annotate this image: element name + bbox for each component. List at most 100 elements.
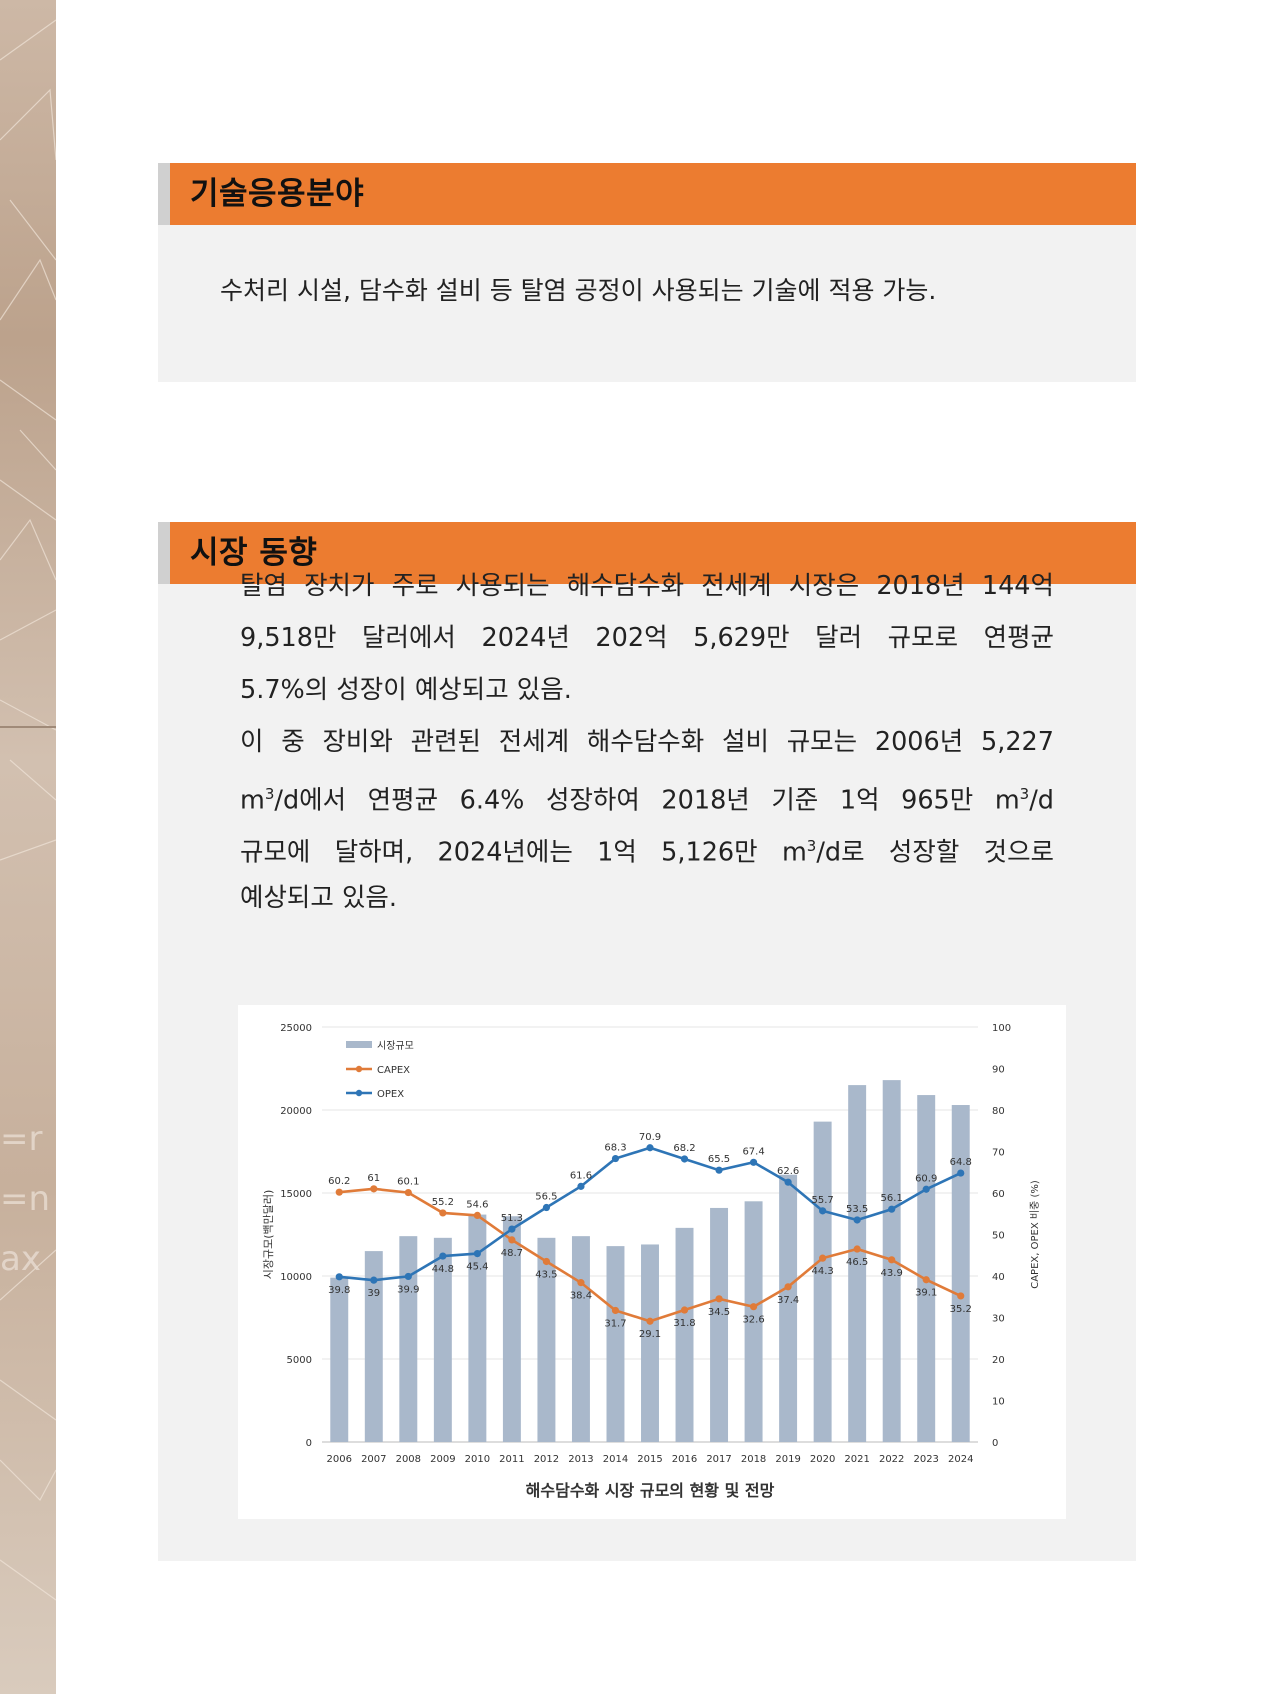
y2-tick-label: 0 <box>992 1438 998 1449</box>
x-tick-label: 2011 <box>499 1454 524 1465</box>
y2-tick-label: 30 <box>992 1314 1005 1325</box>
data-point-capex <box>888 1256 896 1264</box>
data-point-opex <box>508 1225 516 1233</box>
data-point-opex <box>542 1203 551 1212</box>
x-tick-label: 2010 <box>465 1454 490 1465</box>
data-label: 64.8 <box>950 1157 972 1168</box>
svg-text:ax: ax <box>0 1239 41 1279</box>
bar <box>330 1277 349 1442</box>
y2-tick-label: 60 <box>992 1189 1005 1200</box>
x-tick-label: 2018 <box>741 1454 766 1465</box>
data-label: 68.3 <box>604 1143 626 1154</box>
data-label: 70.9 <box>639 1132 661 1143</box>
x-tick-label: 2008 <box>396 1454 421 1465</box>
data-point-opex <box>784 1178 792 1186</box>
bar <box>675 1227 694 1442</box>
bar <box>951 1105 970 1442</box>
data-label: 31.7 <box>604 1318 626 1329</box>
data-point-opex <box>749 1158 758 1166</box>
data-point-capex <box>370 1185 378 1193</box>
bar <box>848 1085 867 1442</box>
section-header-market: 시장 동향 <box>158 522 1136 584</box>
bar <box>468 1214 487 1442</box>
data-label: 60.2 <box>328 1176 350 1187</box>
chart-title: 해수담수화 시장 규모의 현황 및 전망 <box>526 1481 775 1500</box>
legend-swatch-marker <box>355 1065 363 1073</box>
data-point-capex <box>542 1257 551 1266</box>
bar <box>433 1237 452 1442</box>
header-accent-bar <box>158 163 170 225</box>
y2-tick-label: 20 <box>992 1355 1005 1366</box>
decorative-side-strip: =r =n ax <box>0 0 56 1694</box>
data-point-capex <box>922 1276 930 1284</box>
legend-swatch-bar <box>346 1041 372 1048</box>
data-label: 46.5 <box>846 1257 868 1268</box>
data-point-opex <box>819 1207 827 1215</box>
bar <box>502 1216 521 1442</box>
chart-svg: 0 5000 10000 15000 20000 25000 0 10 20 30 40 50 60 70… <box>262 1023 1041 1500</box>
data-point-capex <box>819 1254 827 1262</box>
y2-axis-title: CAPEX, OPEX 비중 (%) <box>1029 1180 1041 1289</box>
data-label: 53.5 <box>846 1204 868 1215</box>
bar <box>641 1244 659 1442</box>
legend-label: OPEX <box>377 1089 404 1100</box>
data-point-opex <box>439 1252 447 1260</box>
data-point-capex <box>335 1188 343 1196</box>
data-label: 37.4 <box>777 1295 799 1306</box>
y-tick-label: 5000 <box>287 1355 312 1366</box>
bar <box>537 1237 556 1442</box>
legend-swatch-marker <box>355 1089 363 1097</box>
data-point-opex <box>888 1205 896 1213</box>
x-tick-label: 2021 <box>844 1454 869 1465</box>
y-tick-label: 20000 <box>280 1106 312 1117</box>
data-label: 62.6 <box>777 1166 799 1177</box>
data-point-opex <box>646 1144 654 1152</box>
data-label: 38.4 <box>570 1291 592 1302</box>
section-title-applications: 기술응용분야 <box>190 176 365 212</box>
data-point-opex <box>680 1155 689 1163</box>
data-point-opex <box>853 1216 861 1224</box>
y-tick-label: 10000 <box>280 1272 312 1283</box>
header-accent-bar <box>158 522 170 584</box>
x-tick-label: 2015 <box>637 1454 662 1465</box>
section-applications: 기술응용분야 수처리 시설, 담수화 설비 등 탈염 공정이 사용되는 기술에 … <box>158 163 1136 382</box>
data-point-opex <box>715 1166 723 1174</box>
x-tick-label: 2006 <box>327 1454 352 1465</box>
x-tick-label: 2017 <box>706 1454 731 1465</box>
section-market-trend: 시장 동향 탈염 장치가 주로 사용되는 해수담수화 전세계 시장은 2018년… <box>158 522 1136 1561</box>
bar <box>364 1251 383 1442</box>
bar <box>813 1121 832 1442</box>
data-label: 44.3 <box>811 1266 833 1277</box>
x-tick-label: 2007 <box>361 1454 386 1465</box>
data-point-capex <box>404 1188 412 1197</box>
data-label: 39.1 <box>915 1288 937 1299</box>
bar <box>399 1236 418 1442</box>
x-tick-label: 2014 <box>603 1454 628 1465</box>
x-tick-label: 2020 <box>810 1454 835 1465</box>
data-label: 60.9 <box>915 1173 937 1184</box>
market-paragraph-1-line-1: 탈염 장치가 주로 사용되는 해수담수화 전세계 시장은 2018년 144억 <box>240 571 1054 601</box>
x-tick-label: 2022 <box>879 1454 904 1465</box>
data-point-opex <box>473 1249 481 1258</box>
y2-tick-label: 90 <box>992 1065 1005 1076</box>
market-paragraph-1-line-3: 5.7%의 성장이 예상되고 있음. <box>240 675 572 705</box>
y-tick-label: 15000 <box>280 1189 312 1200</box>
data-point-opex <box>957 1169 965 1177</box>
bar <box>744 1201 763 1442</box>
y2-tick-label: 80 <box>992 1106 1005 1117</box>
bar <box>710 1207 729 1442</box>
data-label: 29.1 <box>639 1329 661 1340</box>
data-label: 43.5 <box>535 1269 557 1280</box>
bar <box>917 1095 936 1442</box>
y-tick-label: 0 <box>306 1438 312 1449</box>
y2-tick-label: 40 <box>992 1272 1005 1283</box>
data-point-capex <box>508 1236 516 1244</box>
data-label: 45.4 <box>466 1262 488 1273</box>
data-point-opex <box>335 1273 343 1281</box>
section-header-applications: 기술응용분야 <box>158 163 1136 225</box>
section-title-market: 시장 동향 <box>190 535 318 571</box>
x-tick-label: 2024 <box>948 1454 973 1465</box>
data-label: 61.6 <box>570 1170 592 1181</box>
data-point-opex <box>611 1154 620 1163</box>
data-point-capex <box>577 1279 585 1287</box>
